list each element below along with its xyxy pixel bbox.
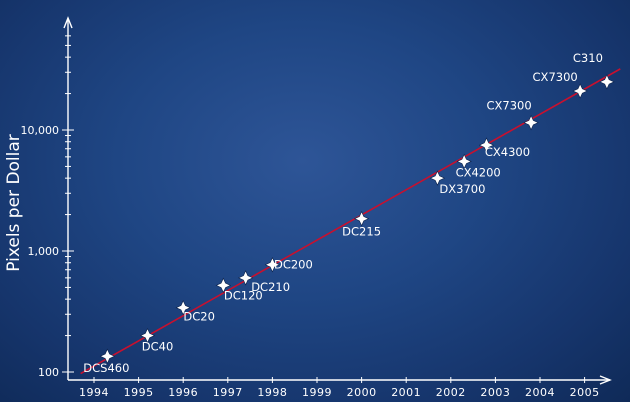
- x-tick-label: 2002: [436, 386, 466, 399]
- x-tick-label: 1999: [302, 386, 332, 399]
- point-label: DC210: [251, 280, 290, 294]
- data-point: [572, 83, 588, 99]
- point-label: DX3700: [439, 182, 485, 196]
- data-point: [456, 153, 472, 170]
- point-label: DC215: [342, 225, 381, 239]
- x-tick-label: 1998: [257, 386, 287, 399]
- y-axis-label: Pixels per Dollar: [4, 134, 24, 272]
- x-tick-label: 2004: [525, 386, 555, 399]
- point-label: CX4300: [485, 145, 530, 159]
- data-point: [353, 210, 370, 227]
- point-label: DC200: [274, 258, 313, 272]
- y-axis-arrow: [63, 16, 73, 29]
- y-tick-label: 1,000: [28, 245, 60, 258]
- x-tick-label: 2000: [347, 386, 377, 399]
- data-point: [429, 170, 446, 186]
- data-point: [523, 114, 539, 131]
- point-label: CX7300: [533, 70, 578, 84]
- point-label: DC40: [142, 340, 174, 354]
- point-label: CX7300: [486, 99, 531, 113]
- data-point: [599, 74, 615, 90]
- data-point: [264, 257, 281, 273]
- y-tick-label: 10,000: [21, 124, 60, 137]
- data-point: [99, 348, 116, 364]
- x-tick-label: 2005: [570, 386, 600, 399]
- x-tick-label: 2001: [391, 386, 421, 399]
- data-point: [237, 270, 254, 286]
- point-label: DCS460: [83, 361, 129, 375]
- y-tick-label: 100: [38, 366, 59, 379]
- trend-line: [80, 68, 621, 375]
- point-label: DC120: [224, 288, 263, 302]
- x-tick-label: 1997: [213, 386, 243, 399]
- data-point: [478, 137, 495, 153]
- data-point: [175, 299, 191, 316]
- data-point: [215, 277, 232, 294]
- point-label: C310: [573, 51, 603, 65]
- x-tick-label: 1994: [79, 386, 109, 399]
- plot-area: 100 1,000 10,000 1994 1995 1996 1997 1998 1999 20…: [21, 16, 621, 399]
- point-label: CX4200: [456, 165, 501, 179]
- data-point: [139, 327, 156, 344]
- x-tick-label: 1995: [124, 386, 154, 399]
- point-label: DC20: [183, 310, 215, 324]
- x-axis-arrow: [599, 375, 612, 385]
- x-tick-label: 1996: [168, 386, 198, 399]
- x-tick-label: 2003: [480, 386, 510, 399]
